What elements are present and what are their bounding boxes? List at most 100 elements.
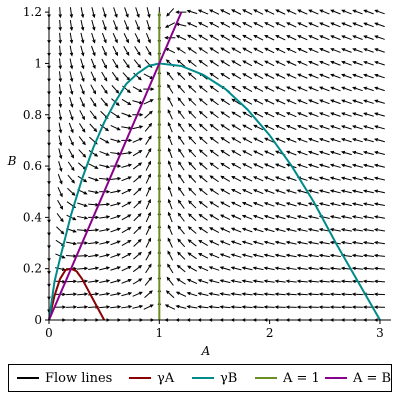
field-arrow bbox=[176, 47, 186, 54]
field-arrow bbox=[319, 228, 330, 232]
field-arrowhead bbox=[241, 240, 246, 244]
field-arrow bbox=[188, 174, 197, 183]
field-arrowhead bbox=[242, 176, 247, 180]
field-arrow bbox=[375, 48, 385, 53]
field-arrowhead bbox=[84, 279, 89, 283]
field-arrowhead bbox=[127, 214, 132, 218]
field-arrow bbox=[220, 293, 231, 296]
field-arrowhead bbox=[116, 253, 121, 257]
field-arrowhead bbox=[71, 192, 76, 196]
field-arrowhead bbox=[117, 292, 122, 296]
field-arrowhead bbox=[70, 141, 74, 147]
field-arrow bbox=[232, 86, 242, 93]
field-arrowhead bbox=[164, 36, 169, 40]
field-arrow bbox=[99, 216, 110, 219]
field-arrowhead bbox=[117, 164, 122, 168]
field-arrowhead bbox=[177, 122, 182, 127]
field-arrow bbox=[275, 254, 286, 258]
field-arrow bbox=[308, 254, 319, 258]
field-arrow bbox=[308, 9, 319, 15]
field-arrowhead bbox=[127, 227, 132, 231]
field-arrowhead bbox=[128, 138, 133, 143]
field-arrowhead bbox=[175, 291, 180, 295]
field-arrowhead bbox=[352, 60, 357, 65]
field-arrow bbox=[231, 214, 242, 220]
field-arrowhead bbox=[208, 305, 213, 309]
field-arrowhead bbox=[95, 279, 100, 283]
legend-item-gamma-b: γB bbox=[192, 365, 237, 391]
field-arrowhead bbox=[147, 147, 152, 152]
field-arrowhead bbox=[308, 35, 313, 39]
field-arrowhead bbox=[341, 48, 346, 52]
field-arrowhead bbox=[147, 186, 151, 191]
field-arrow bbox=[145, 135, 152, 145]
field-arrow bbox=[99, 124, 109, 131]
field-arrowhead bbox=[208, 253, 213, 257]
field-arrowhead bbox=[116, 127, 121, 131]
field-arrowhead bbox=[285, 292, 290, 296]
field-arrowhead bbox=[252, 227, 257, 232]
field-arrow bbox=[286, 125, 297, 130]
field-arrow bbox=[253, 47, 264, 54]
field-arrow bbox=[297, 73, 308, 79]
field-arrowhead bbox=[197, 266, 202, 270]
field-arrowhead bbox=[297, 22, 302, 26]
field-arrow bbox=[275, 86, 286, 92]
field-arrow bbox=[165, 48, 176, 54]
field-arrow bbox=[352, 267, 363, 270]
field-arrow bbox=[352, 254, 363, 257]
field-arrowhead bbox=[242, 111, 247, 116]
field-arrowhead bbox=[220, 9, 225, 13]
field-arrow bbox=[297, 293, 308, 296]
field-arrowhead bbox=[197, 279, 202, 283]
field-arrow bbox=[220, 188, 231, 195]
field-arrow bbox=[363, 215, 374, 219]
field-arrow bbox=[59, 32, 61, 43]
field-arrow bbox=[330, 190, 341, 194]
field-arrow bbox=[100, 97, 108, 107]
field-arrowhead bbox=[136, 26, 140, 31]
field-arrow bbox=[308, 86, 319, 92]
field-arrow bbox=[253, 137, 264, 144]
field-arrow bbox=[308, 215, 319, 220]
field-arrow bbox=[91, 7, 95, 18]
field-arrow bbox=[319, 22, 330, 28]
field-arrowhead bbox=[263, 292, 268, 296]
field-arrow bbox=[264, 35, 275, 41]
field-arrowhead bbox=[319, 22, 324, 26]
field-arrow bbox=[308, 280, 319, 283]
field-arrowhead bbox=[263, 163, 269, 167]
field-arrowhead bbox=[198, 149, 203, 153]
field-arrow bbox=[297, 125, 308, 130]
field-arrow bbox=[363, 190, 374, 194]
field-arrowhead bbox=[330, 99, 335, 103]
field-arrow bbox=[198, 306, 209, 309]
field-arrow bbox=[242, 73, 253, 80]
field-arrowhead bbox=[94, 153, 99, 157]
field-arrow bbox=[121, 151, 132, 155]
field-arrow bbox=[353, 87, 363, 92]
field-arrowhead bbox=[318, 189, 324, 193]
field-arrowhead bbox=[198, 47, 203, 51]
field-arrow bbox=[297, 22, 308, 28]
field-arrow bbox=[111, 85, 119, 94]
field-arrowhead bbox=[274, 240, 279, 245]
field-arrow bbox=[331, 35, 341, 41]
field-arrowhead bbox=[73, 279, 78, 284]
field-arrowhead bbox=[362, 150, 368, 155]
field-arrowhead bbox=[125, 51, 130, 56]
field-arrowhead bbox=[263, 202, 268, 206]
field-arrowhead bbox=[95, 215, 100, 220]
field-arrow bbox=[58, 109, 62, 120]
field-arrowhead bbox=[373, 215, 379, 219]
field-arrow bbox=[59, 19, 61, 30]
field-arrowhead bbox=[220, 214, 225, 218]
field-arrow bbox=[286, 254, 297, 258]
field-arrow bbox=[210, 162, 219, 170]
field-arrowhead bbox=[198, 174, 203, 179]
field-arrow bbox=[308, 73, 319, 79]
field-arrowhead bbox=[318, 305, 323, 309]
field-arrow bbox=[264, 137, 275, 143]
field-arrow bbox=[88, 241, 99, 245]
field-arrow bbox=[341, 202, 352, 207]
